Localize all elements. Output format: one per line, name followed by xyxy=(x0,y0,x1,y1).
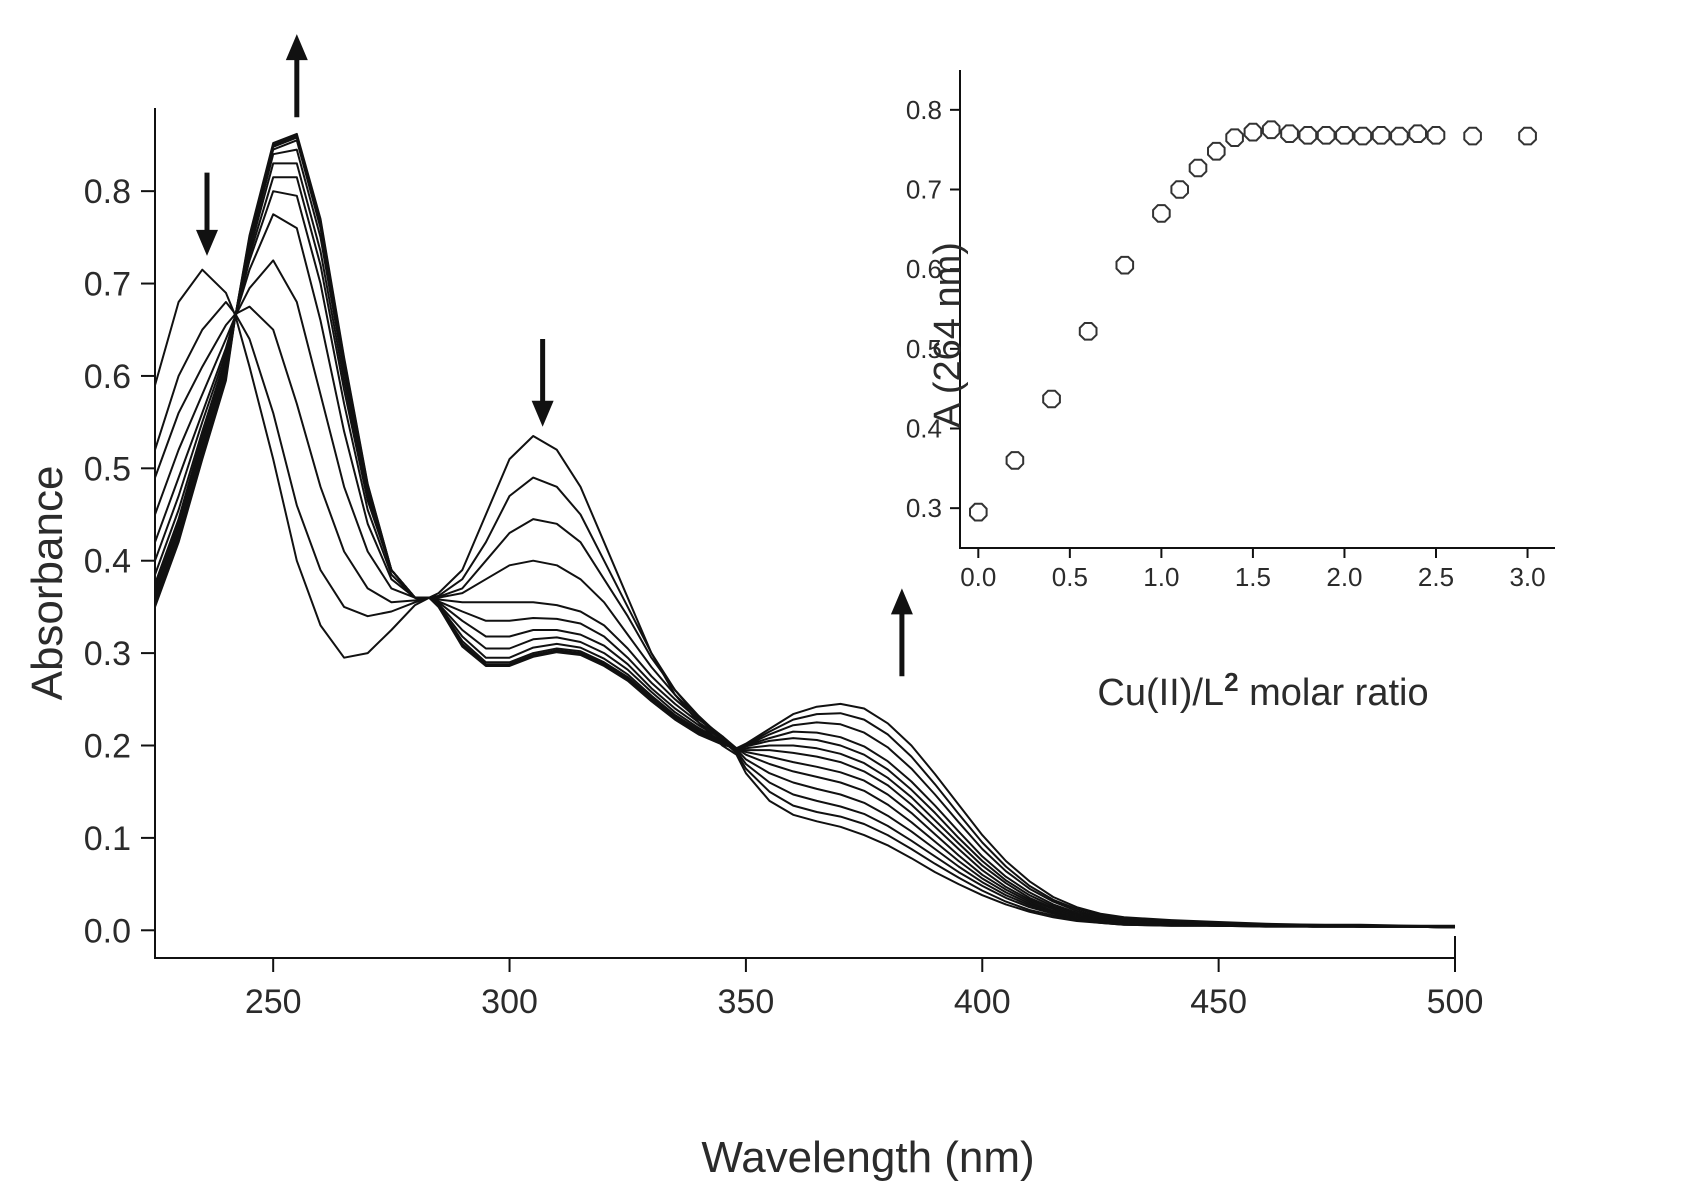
spectrum-curve-8 xyxy=(154,148,1455,928)
inset-x-tick-label: 0.5 xyxy=(1052,562,1088,592)
main-y-tick-label: 0.4 xyxy=(84,543,131,581)
main-x-tick-label: 500 xyxy=(1427,983,1484,1021)
inset-data-point xyxy=(1005,451,1025,470)
main-y-axis-label: Absorbance xyxy=(23,466,72,701)
inset-x-axis-label: Cu(II)/L2 molar ratio xyxy=(1097,667,1428,714)
inset-data-point xyxy=(1463,126,1482,146)
main-x-axis-label: Wavelength (nm) xyxy=(701,1133,1034,1182)
spectrum-curve-0 xyxy=(154,268,1456,929)
inset-data-point xyxy=(1390,126,1409,146)
main-x-tick-label: 450 xyxy=(1190,983,1247,1021)
inset-y-tick-label: 0.6 xyxy=(906,254,942,284)
inset-data-point xyxy=(1078,322,1098,341)
inset-x-tick-label: 0.0 xyxy=(960,562,996,592)
inset-x-label-superscript: 2 xyxy=(1224,667,1238,697)
inset-x-tick-label: 2.5 xyxy=(1418,562,1454,592)
inset-data-point xyxy=(1042,389,1061,409)
inset-data-point xyxy=(1335,126,1354,145)
inset-data-point xyxy=(1298,126,1318,145)
spectrum-curve-6 xyxy=(154,176,1455,928)
main-plot: 250 300 350 400 450 500 0.0 0.1 0.2 0.3 0.4 0.5 0.6… xyxy=(23,34,1483,1182)
inset-y-tick-label: 0.5 xyxy=(906,334,942,364)
inset-data-point xyxy=(1170,180,1189,199)
inset-data-point xyxy=(1353,126,1373,146)
inset-y-tick-label: 0.7 xyxy=(906,175,942,205)
spectrum-curve-12 xyxy=(154,132,1455,927)
arrow-up-3 xyxy=(890,588,913,677)
inset-data-point xyxy=(1316,126,1336,145)
inset-data-point xyxy=(1261,120,1281,140)
inset-axes xyxy=(959,70,1555,549)
main-y-tick-label: 0.0 xyxy=(84,912,131,950)
inset-data-point xyxy=(1115,255,1135,275)
main-y-tick-label: 0.8 xyxy=(84,173,131,211)
main-x-ticks: 250 300 350 400 450 500 xyxy=(245,958,1484,1021)
inset-data-point xyxy=(1243,122,1263,142)
main-y-tick-label: 0.3 xyxy=(84,635,131,673)
inset-y-ticks: 0.3 0.4 0.5 0.6 0.7 0.8 xyxy=(906,95,960,523)
inset-x-tick-label: 1.0 xyxy=(1143,562,1179,592)
main-x-tick-label: 250 xyxy=(245,983,302,1021)
inset-x-tick-label: 1.5 xyxy=(1235,562,1271,592)
spectrum-curve-3 xyxy=(154,259,1456,929)
main-y-tick-label: 0.7 xyxy=(84,266,131,304)
inset-data-point xyxy=(1371,126,1391,145)
inset-y-tick-label: 0.8 xyxy=(906,95,942,125)
inset-x-label-suffix: molar ratio xyxy=(1239,672,1429,714)
inset-y-axis-label: A (264 nm) xyxy=(927,242,969,428)
inset-data-point xyxy=(1188,158,1208,178)
main-y-tick-label: 0.2 xyxy=(84,728,131,766)
arrow-down-0 xyxy=(196,172,218,256)
inset-y-tick-label: 0.3 xyxy=(906,493,942,523)
main-x-tick-label: 300 xyxy=(481,983,538,1021)
main-axes xyxy=(154,108,1456,959)
inset-data-point xyxy=(1518,126,1537,146)
inset-data-point xyxy=(1207,141,1226,161)
main-x-tick-label: 400 xyxy=(954,983,1011,1021)
arrow-up-1 xyxy=(285,34,308,118)
main-y-ticks: 0.0 0.1 0.2 0.3 0.4 0.5 0.6 0.7 0.8 xyxy=(84,173,155,950)
inset-data-point xyxy=(1152,204,1171,223)
inset-data-point xyxy=(969,502,988,522)
inset-x-tick-label: 3.0 xyxy=(1509,562,1545,592)
main-y-tick-label: 0.6 xyxy=(84,358,131,396)
inset-data-point xyxy=(1280,124,1299,143)
spectrum-curve-7 xyxy=(154,162,1455,928)
inset-plot: 0.0 0.5 1.0 1.5 2.0 2.5 3.0 0.3 0.4 0.5 0.6 0.7 0.8… xyxy=(906,70,1555,714)
inset-x-label-text: Cu(II)/L xyxy=(1097,672,1224,714)
main-x-tick-label: 350 xyxy=(718,983,775,1021)
inset-data-point xyxy=(1426,126,1446,145)
main-y-tick-label: 0.5 xyxy=(84,450,131,488)
inset-y-tick-label: 0.4 xyxy=(906,414,942,444)
main-curves xyxy=(154,132,1456,929)
inset-x-tick-label: 2.0 xyxy=(1326,562,1362,592)
inset-data-point xyxy=(1408,124,1427,143)
inset-x-ticks: 0.0 0.5 1.0 1.5 2.0 2.5 3.0 xyxy=(960,548,1546,592)
arrow-down-2 xyxy=(531,338,554,427)
main-y-tick-label: 0.1 xyxy=(84,820,131,858)
inset-points xyxy=(969,120,1537,522)
inset-data-point xyxy=(1225,128,1244,147)
main-arrows xyxy=(196,34,913,677)
